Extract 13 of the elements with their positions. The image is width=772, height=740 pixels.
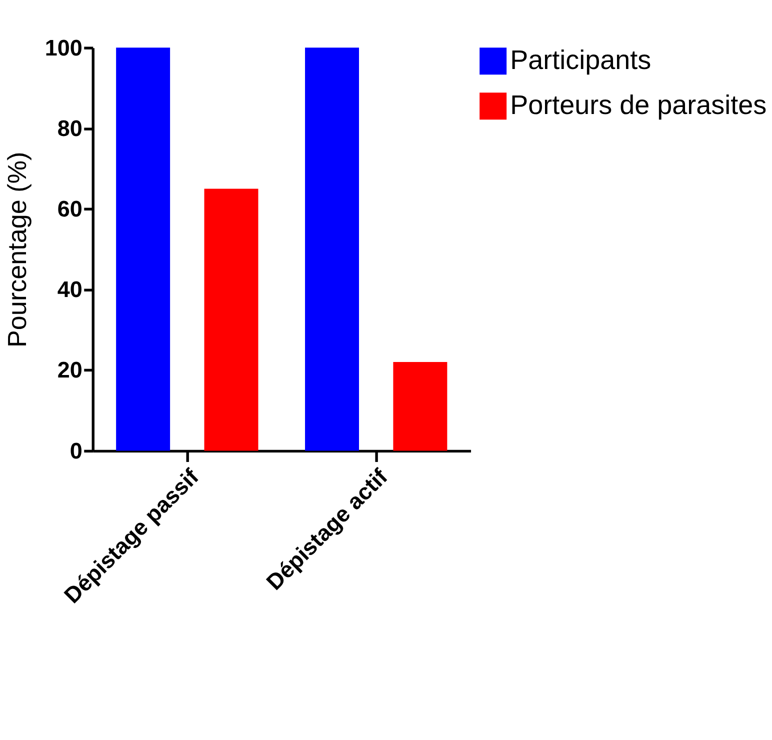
bar [305, 48, 360, 451]
y-tick-label: 0 [70, 438, 82, 464]
y-tick-label: 80 [57, 116, 82, 141]
bar [116, 48, 170, 451]
bar [204, 188, 258, 451]
y-tick-label: 100 [44, 35, 82, 60]
y-tick-label: 40 [57, 277, 82, 302]
legend-label: Participants [510, 45, 652, 76]
legend-label: Porteurs de parasites [510, 90, 767, 120]
y-tick-label: 20 [57, 358, 82, 383]
bar [393, 362, 448, 451]
y-axis-title: Pourcentage (%) [2, 152, 32, 348]
y-tick-label: 60 [57, 196, 82, 222]
